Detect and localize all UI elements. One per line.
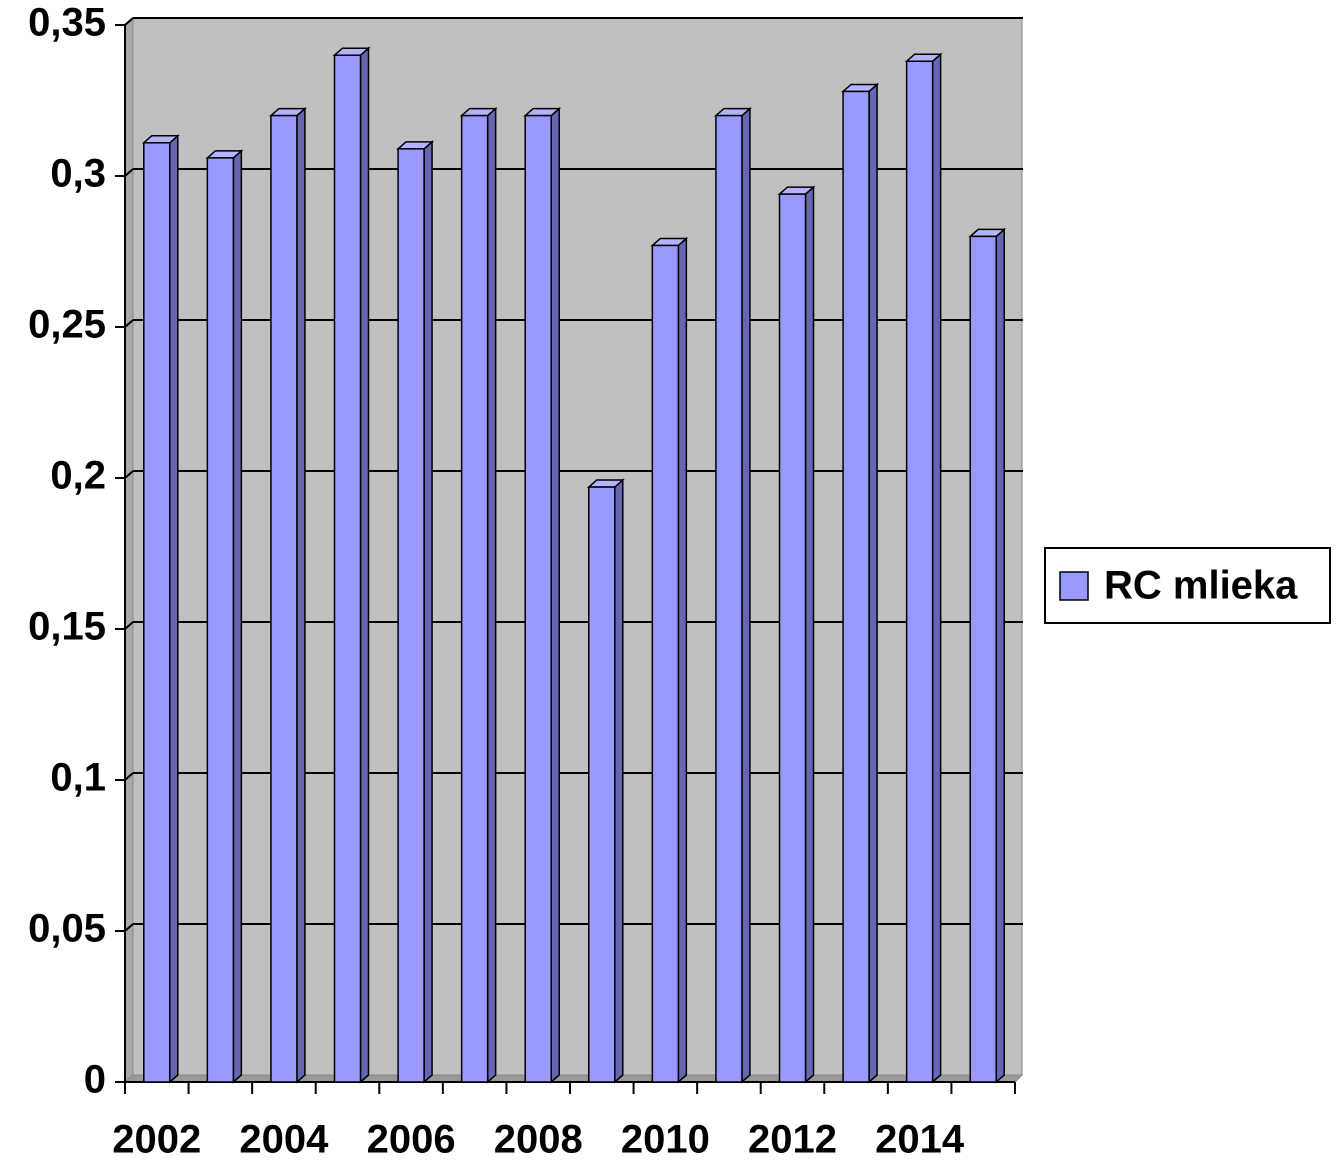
bar — [397, 148, 425, 1083]
bar-side — [804, 185, 815, 1084]
grid-line-side — [124, 17, 134, 26]
bar — [715, 114, 743, 1083]
bar — [969, 235, 997, 1083]
x-tick-label: 2010 — [621, 1118, 710, 1162]
grid-line-side — [124, 168, 134, 177]
x-tick-label: 2002 — [112, 1118, 201, 1162]
y-tick-label: 0,05 — [28, 907, 106, 951]
bar — [905, 60, 934, 1083]
x-tick-label: 2004 — [239, 1118, 329, 1162]
legend-label: RC mlieka — [1104, 564, 1298, 608]
y-tick-label: 0,15 — [28, 605, 106, 649]
floor — [123, 1074, 1024, 1083]
bar-side — [995, 227, 1005, 1084]
y-tick-label: 0,25 — [28, 303, 106, 347]
bar-side — [741, 106, 751, 1084]
bar-side — [423, 140, 433, 1084]
x-tick-label: 2008 — [494, 1118, 583, 1162]
side-wall — [124, 16, 134, 1084]
bar-side — [677, 236, 688, 1084]
bar-side — [169, 134, 179, 1084]
bar-side — [232, 149, 243, 1084]
back-wall — [132, 17, 1023, 1076]
bar-side — [931, 52, 942, 1084]
grid-line-side — [124, 923, 134, 932]
bar-side — [614, 478, 624, 1084]
x-tick-label: 2014 — [875, 1118, 965, 1162]
bar-side — [868, 82, 878, 1084]
legend-swatch — [1059, 571, 1089, 601]
grid-line-side — [124, 621, 134, 630]
bar-side — [359, 46, 370, 1084]
legend-box — [1044, 547, 1331, 624]
bar — [333, 54, 362, 1083]
bar-side — [550, 106, 560, 1084]
bar — [524, 114, 552, 1083]
bar-side — [486, 106, 497, 1084]
y-tick-label: 0 — [84, 1058, 106, 1102]
bar — [143, 142, 171, 1083]
x-tick-label: 2012 — [748, 1118, 837, 1162]
bar — [206, 157, 235, 1083]
bar — [651, 244, 680, 1083]
x-tick-label: 2006 — [367, 1118, 456, 1162]
bar — [270, 114, 298, 1083]
bar — [842, 90, 870, 1083]
grid-line-side — [124, 772, 134, 781]
bar — [588, 486, 616, 1083]
y-tick-label: 0,2 — [50, 454, 106, 498]
y-tick-label: 0,1 — [50, 756, 106, 800]
y-tick-label: 0,3 — [50, 152, 106, 196]
grid-line-side — [124, 319, 134, 328]
bar-side — [296, 106, 306, 1084]
bar — [778, 193, 807, 1083]
y-tick-label: 0,35 — [28, 1, 106, 45]
bar — [460, 114, 489, 1083]
grid-line-side — [124, 470, 134, 479]
